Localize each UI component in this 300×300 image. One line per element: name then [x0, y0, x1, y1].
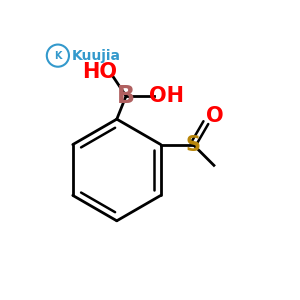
Text: K: K	[54, 51, 62, 61]
Text: OH: OH	[149, 86, 184, 106]
Text: O: O	[206, 106, 224, 126]
Text: Kuujia: Kuujia	[71, 49, 120, 63]
Text: B: B	[117, 84, 135, 108]
Text: HO: HO	[82, 62, 117, 82]
Text: S: S	[186, 135, 201, 155]
